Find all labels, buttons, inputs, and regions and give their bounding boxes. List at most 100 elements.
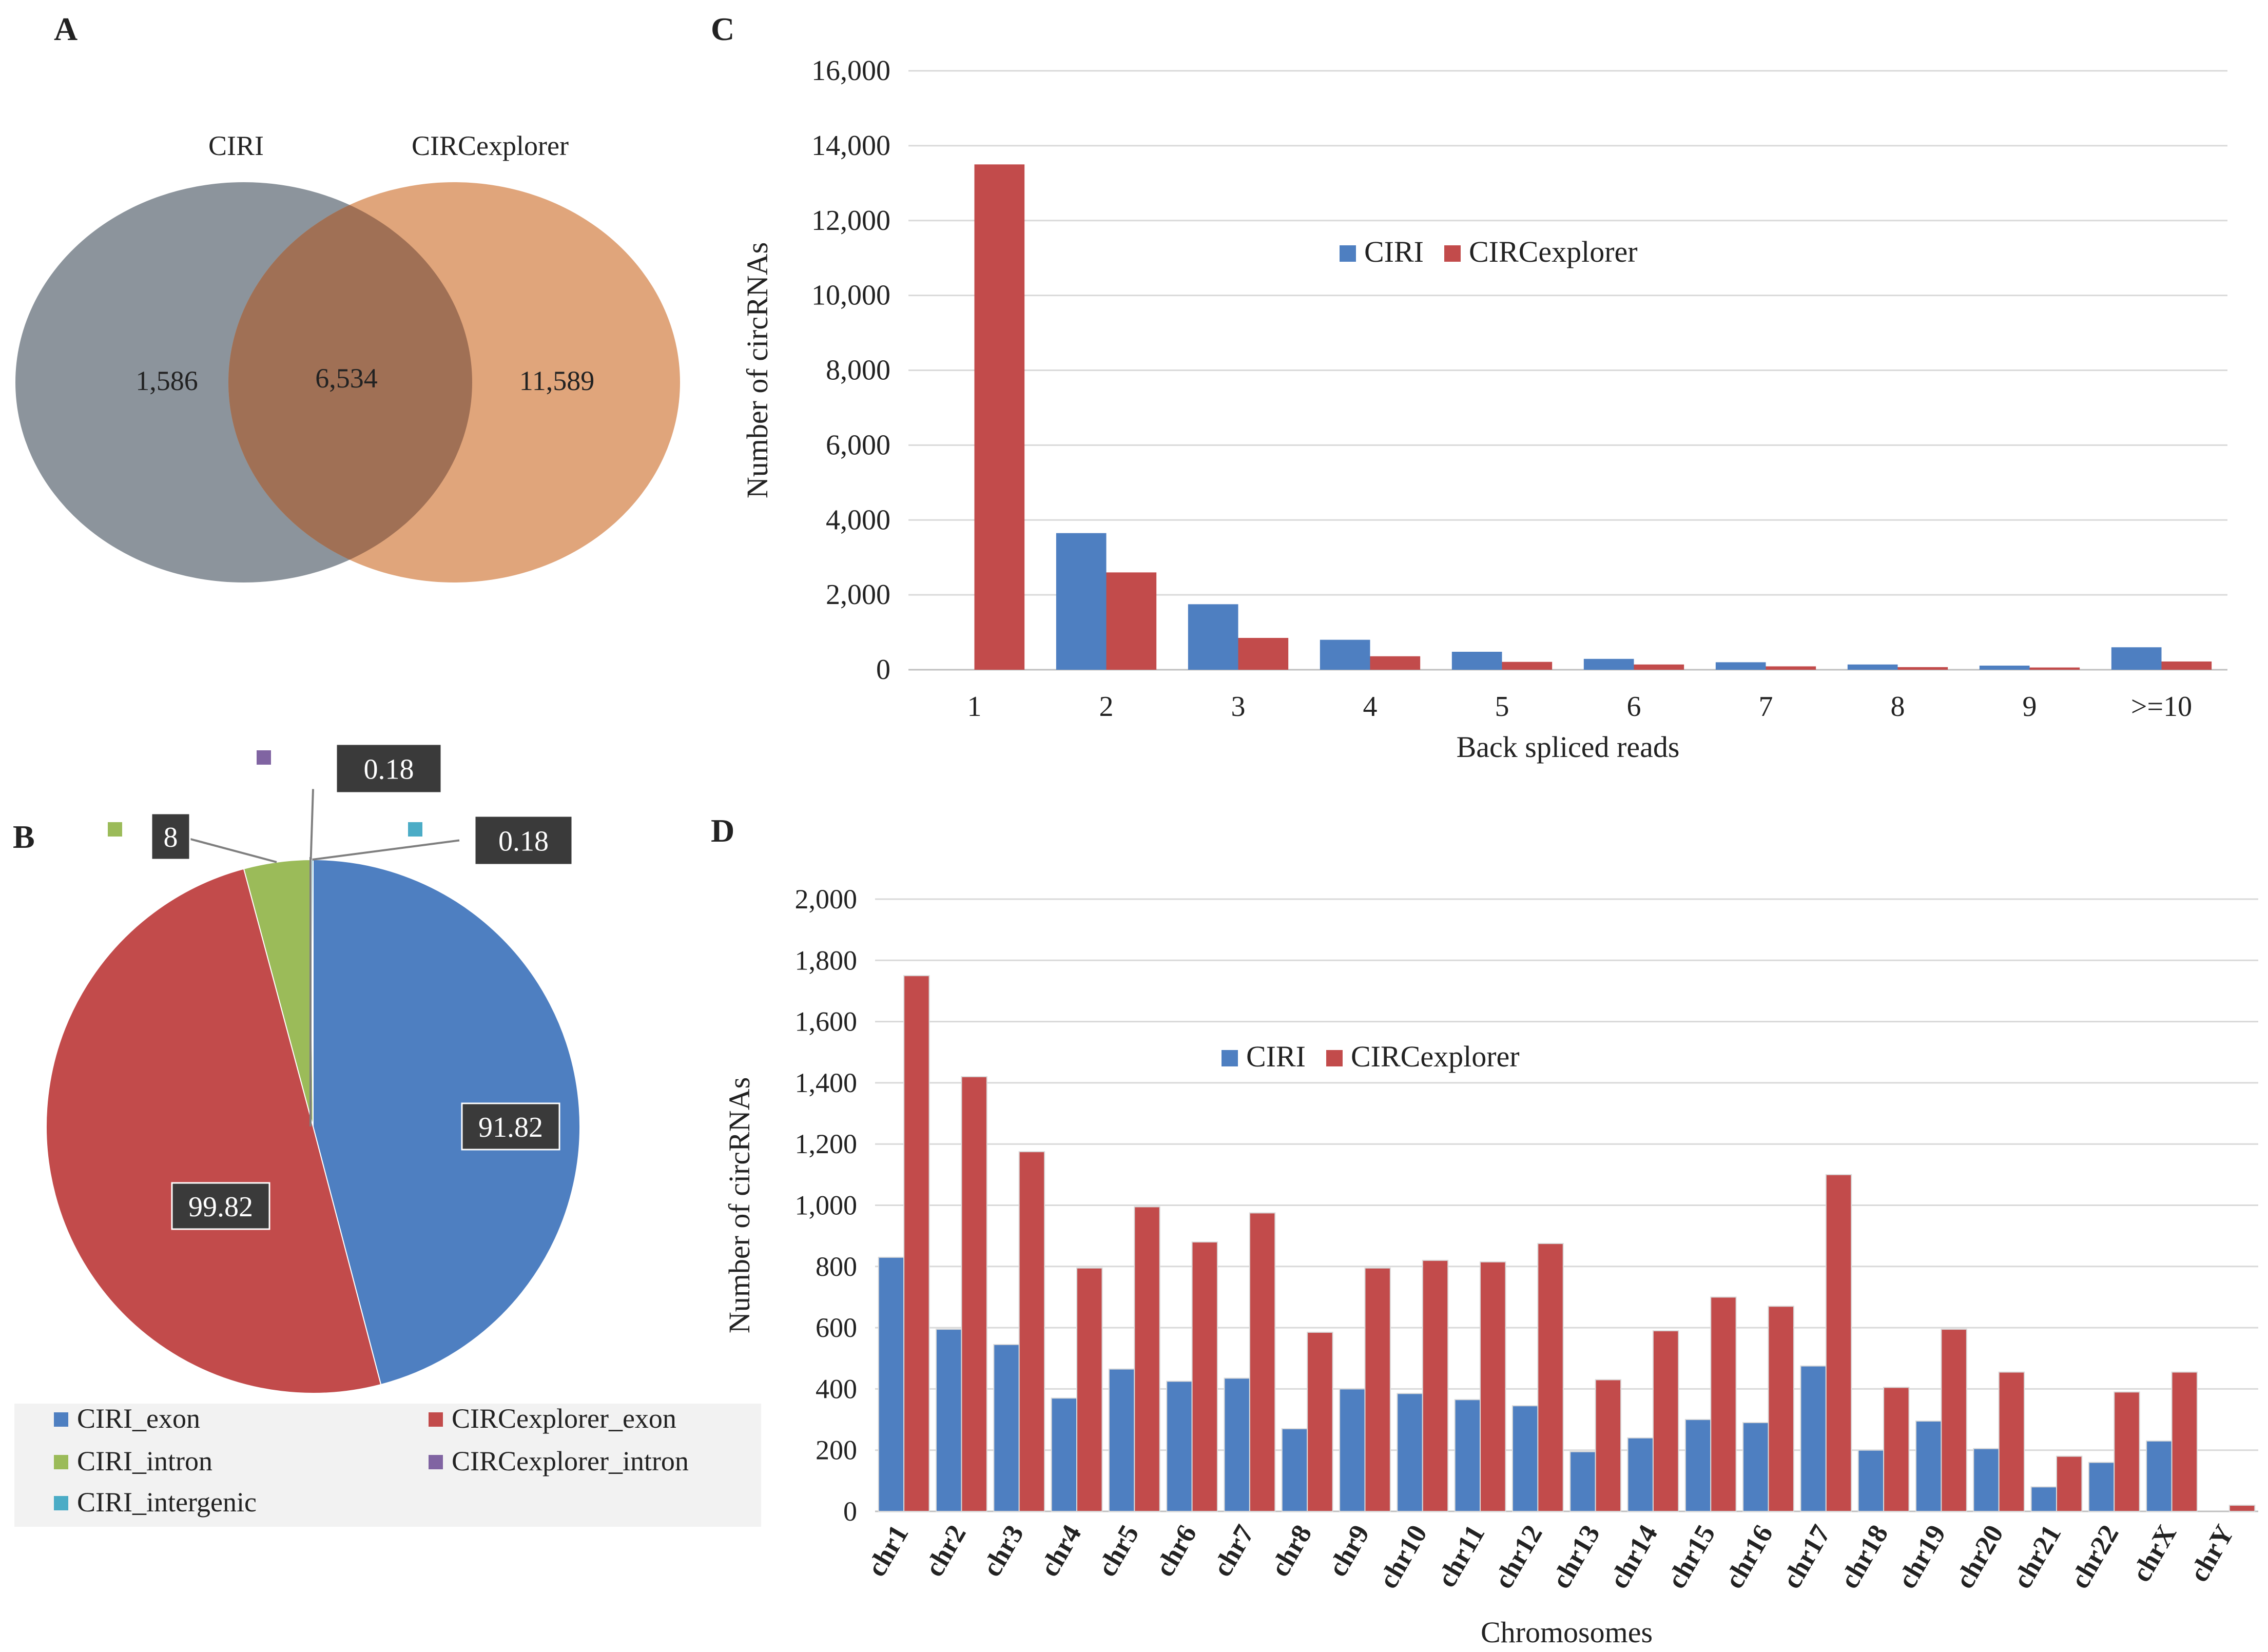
bar-ciri-chr8 [1281,1428,1308,1512]
x-tick-label: chr14 [1603,1520,1663,1593]
x-tick-label: 5 [1495,691,1509,723]
bar-ciri-chr9 [1339,1388,1366,1512]
x-tick-label: 8 [1891,691,1905,723]
pie-data-label-box-ciri-intergenic [474,815,573,866]
y-tick-label: 1,800 [795,945,858,976]
x-tick-label: chr20 [1949,1520,2009,1593]
y-tick-label: 800 [816,1251,857,1282]
bar-circexplorer-chr6 [1191,1241,1218,1512]
y-tick-label: 1,200 [795,1129,858,1159]
pie-slice-ciri-exon [313,859,580,1386]
pie-data-label-circexplorer-exon: 99.82 [188,1191,253,1223]
bar-circexplorer-chr17 [1825,1174,1852,1512]
bar-circexplorer-1 [974,164,1025,670]
pie-label-marker-circexplorer-intron [257,750,271,765]
x-tick-label: >=10 [2131,691,2192,723]
x-tick-label: chr11 [1431,1520,1490,1592]
bar-circexplorer-chr19 [1941,1329,1967,1512]
x-tick-label: chr13 [1545,1520,1606,1593]
bar-circexplorer-chr20 [1998,1371,2025,1512]
venn-value-both: 6,534 [315,363,378,394]
legend-label-circexplorer-intron: CIRCexplorer_intron [452,1446,689,1476]
x-tick-label: 6 [1627,691,1641,723]
y-tick-label: 200 [816,1435,857,1466]
backspliced-chart: 0 2,000 4,000 6,000 8,000 10,000 12,000 14,000 1… [741,55,2227,764]
bar-ciri-chr22 [2088,1462,2115,1512]
bar-ciri-6 [1583,658,1634,670]
pie-leader-line-ciri-intron [180,835,277,863]
x-tick-label: 7 [1759,691,1773,723]
x-tick-label: chr3 [976,1520,1030,1582]
bar-ciri-chr19 [1915,1421,1942,1512]
panel-b: B 91.82 99.82 8 0.18 0.18 CIRI_exon CIRCexplo… [13,743,761,1527]
bar-ciri-chr13 [1569,1451,1596,1512]
legend-label-circexplorer: CIRCexplorer [1469,235,1638,268]
x-tick-label: chrX [2126,1520,2182,1587]
y-tick-label: 14,000 [811,130,890,162]
legend-swatch-ciri [1340,245,1356,262]
bar-circexplorer-6 [1634,664,1684,670]
bar-circexplorer-10 [2161,661,2212,670]
x-tick-label: chr1 [861,1520,914,1582]
bar-circexplorer-chr18 [1883,1387,1910,1512]
pie-slice-circexplorer-exon [46,868,382,1394]
pie-data-label-box-circexplorer-intron [335,743,442,794]
bar-ciri-9 [1979,665,2030,670]
y-tick-label: 10,000 [811,280,890,312]
y-axis-title: Number of circRNAs [723,1077,756,1333]
bar-ciri-chr14 [1627,1437,1654,1512]
pie-data-label-box-circexplorer-exon [171,1182,270,1230]
x-tick-label: chr12 [1488,1520,1548,1593]
bar-ciri-8 [1847,664,1898,670]
bar-circexplorer-chr8 [1307,1332,1333,1512]
venn-value-ciri-only: 1,586 [135,365,198,396]
bar-circexplorer-chr4 [1076,1267,1103,1512]
legend-label-circexplorer: CIRCexplorer [1351,1040,1520,1073]
legend-swatch-circexplorer [1326,1050,1343,1066]
bar-ciri-10 [2111,647,2162,670]
bar-circexplorer-7 [1766,666,1816,670]
bar-circexplorer-chr12 [1537,1243,1564,1512]
legend-label-ciri-intron: CIRI_intron [77,1446,212,1476]
x-tick-label: chr6 [1149,1520,1203,1582]
bar-circexplorer-chr13 [1595,1379,1622,1512]
bar-circexplorer-chr22 [2114,1391,2140,1512]
bar-ciri-2 [1056,533,1107,670]
pie-data-label-ciri-exon: 91.82 [478,1112,543,1143]
x-tick-label: chr9 [1322,1520,1375,1582]
pie-chart: 91.82 99.82 8 0.18 0.18 [46,743,580,1394]
legend-swatch-circexplorer-intron [429,1455,443,1469]
bar-circexplorer-4 [1370,656,1421,670]
pie-data-label-ciri-intergenic: 0.18 [498,826,549,858]
x-tick-label: chr17 [1776,1520,1836,1593]
bar-circexplorer-chr14 [1652,1330,1679,1512]
venn-label-ciri: CIRI [208,130,264,161]
bar-ciri-chr6 [1166,1381,1193,1512]
y-tick-label: 2,000 [826,579,890,611]
pie-data-label-circexplorer-intron: 0.18 [364,754,414,786]
legend-swatch-circexplorer [1444,245,1461,262]
bar-circexplorer-chr11 [1480,1261,1506,1512]
bar-circexplorer-chr3 [1018,1151,1045,1512]
x-axis-title: Chromosomes [1481,1616,1653,1649]
legend-label-ciri-exon: CIRI_exon [77,1403,200,1434]
bar-circexplorer-chr15 [1710,1296,1737,1512]
pie-data-label-ciri-intron: 8 [164,822,178,853]
bar-ciri-chrX [2146,1440,2173,1512]
y-tick-label: 4,000 [826,504,890,536]
y-tick-label: 1,400 [795,1067,858,1098]
pie-data-label-box-ciri-intron [150,812,191,861]
pie-legend-box [14,1404,761,1527]
panel-c-letter: C [711,11,734,47]
legend-swatch-ciri-intergenic [54,1496,68,1510]
pie-label-marker-ciri-intron [108,822,122,837]
y-tick-label: 600 [816,1312,857,1343]
panel-c: C 0 2,000 4,000 6,000 8,000 10,000 12,000 14,00… [711,11,2227,764]
x-tick-label: chr5 [1091,1520,1145,1582]
bar-circexplorer-chr9 [1364,1267,1391,1512]
y-tick-label: 0 [843,1496,857,1527]
x-tick-label: chr15 [1661,1520,1721,1593]
bar-ciri-chr10 [1397,1393,1423,1512]
bar-circexplorer-chr21 [2056,1455,2083,1512]
